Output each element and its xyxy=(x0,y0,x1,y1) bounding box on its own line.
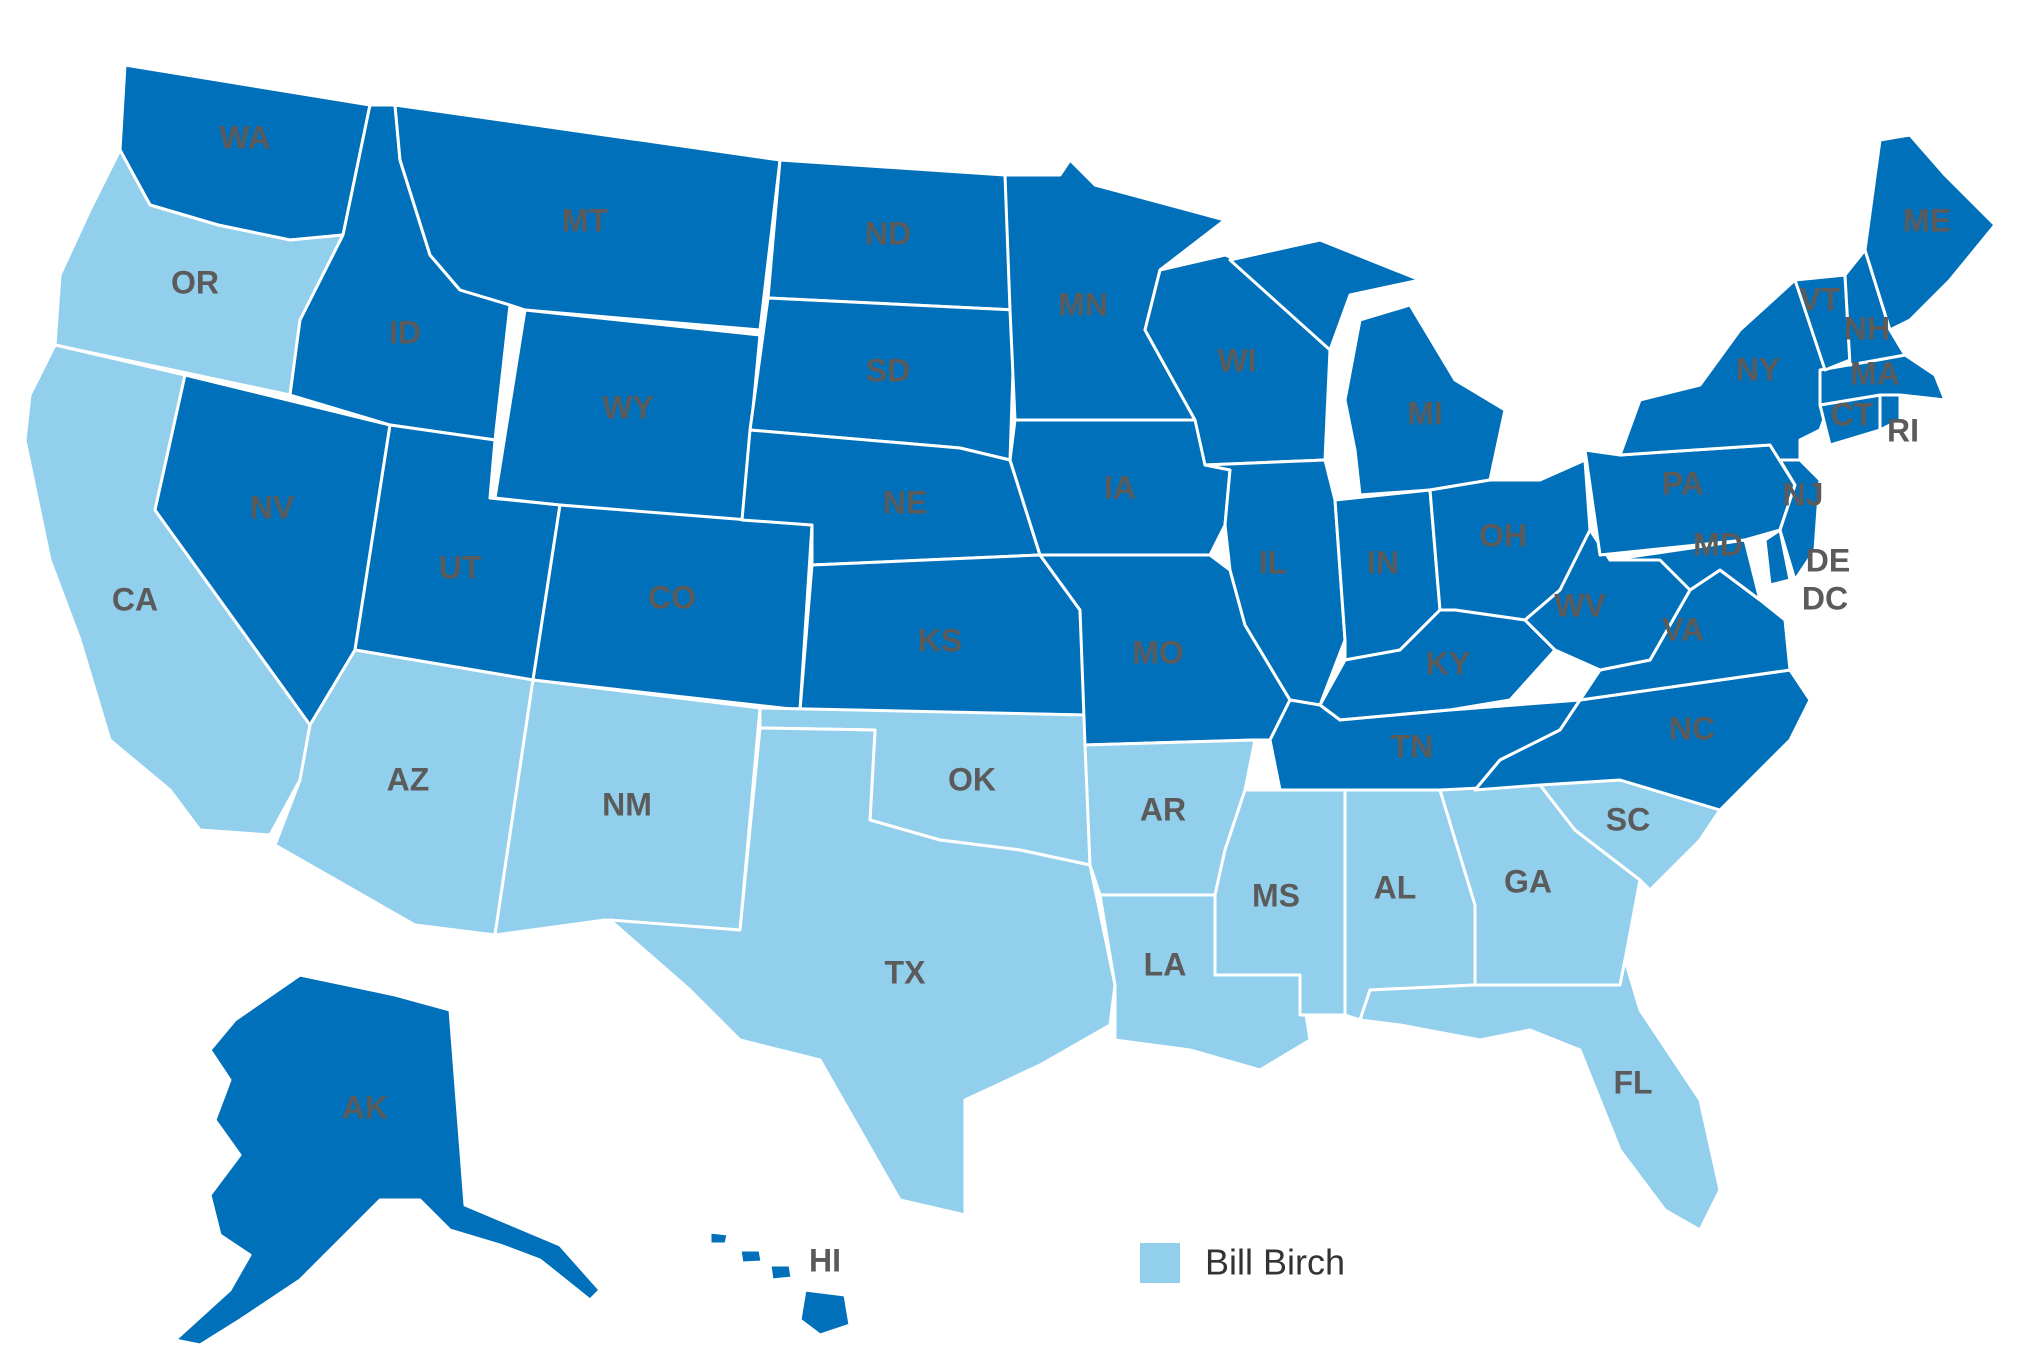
state-label-NY: NY xyxy=(1736,351,1780,387)
state-label-OR: OR xyxy=(171,264,219,300)
state-label-NJ: NJ xyxy=(1783,476,1824,512)
state-FL[interactable] xyxy=(1358,958,1722,1232)
state-MT[interactable] xyxy=(393,103,782,332)
state-label-KY: KY xyxy=(1426,645,1470,681)
state-MD[interactable] xyxy=(1608,538,1762,602)
state-label-DC: DC xyxy=(1802,580,1848,616)
state-TX[interactable] xyxy=(608,726,1117,1217)
state-HI[interactable] xyxy=(708,1230,852,1337)
state-NH[interactable] xyxy=(1843,248,1907,367)
state-label-ID: ID xyxy=(389,314,421,350)
state-label-NM: NM xyxy=(602,786,652,822)
state-AK[interactable] xyxy=(173,973,602,1347)
state-label-HI: HI xyxy=(809,1242,841,1278)
state-label-KS: KS xyxy=(918,622,962,658)
state-label-CA: CA xyxy=(112,581,158,617)
state-label-IL: IL xyxy=(1259,544,1287,580)
state-label-CT: CT xyxy=(1831,396,1874,432)
state-label-NC: NC xyxy=(1669,710,1715,746)
state-label-VA: VA xyxy=(1662,611,1704,647)
state-label-WA: WA xyxy=(219,119,271,155)
state-label-SD: SD xyxy=(866,352,910,388)
state-label-PA: PA xyxy=(1662,465,1704,501)
state-label-AZ: AZ xyxy=(387,761,430,797)
state-label-AK: AK xyxy=(342,1089,388,1125)
state-label-MI: MI xyxy=(1407,395,1443,431)
state-NC[interactable] xyxy=(1473,668,1812,812)
state-label-MN: MN xyxy=(1058,286,1108,322)
state-label-IN: IN xyxy=(1367,544,1399,580)
state-label-FL: FL xyxy=(1613,1064,1652,1100)
state-label-OK: OK xyxy=(948,761,996,797)
state-label-WY: WY xyxy=(602,389,654,425)
state-label-DE: DE xyxy=(1806,542,1850,578)
state-label-MS: MS xyxy=(1252,877,1300,913)
state-label-ME: ME xyxy=(1903,202,1951,238)
state-label-WI: WI xyxy=(1217,342,1256,378)
state-label-NV: NV xyxy=(250,489,295,525)
state-label-MD: MD xyxy=(1693,526,1743,562)
state-label-AL: AL xyxy=(1374,869,1417,905)
state-label-IA: IA xyxy=(1104,469,1136,505)
state-MA[interactable] xyxy=(1818,353,1947,407)
legend: Bill Birch xyxy=(1140,1242,1345,1283)
state-label-ND: ND xyxy=(865,215,911,251)
state-label-CO: CO xyxy=(648,579,696,615)
state-label-MA: MA xyxy=(1850,355,1900,391)
state-label-OH: OH xyxy=(1479,517,1527,553)
state-NJ[interactable] xyxy=(1778,458,1822,582)
legend-label: Bill Birch xyxy=(1205,1242,1345,1283)
state-label-WV: WV xyxy=(1554,587,1606,623)
legend-swatch xyxy=(1140,1243,1180,1283)
state-DE[interactable] xyxy=(1763,528,1792,587)
state-label-VT: VT xyxy=(1800,281,1841,317)
state-label-GA: GA xyxy=(1504,863,1552,899)
state-label-MO: MO xyxy=(1132,634,1184,670)
state-label-TX: TX xyxy=(885,954,927,990)
state-label-NE: NE xyxy=(883,484,927,520)
state-label-UT: UT xyxy=(439,549,482,585)
state-label-MT: MT xyxy=(562,202,609,238)
state-label-NH: NH xyxy=(1844,310,1890,346)
state-label-LA: LA xyxy=(1144,946,1187,982)
state-label-TN: TN xyxy=(1391,728,1434,764)
state-label-RI: RI xyxy=(1887,412,1919,448)
state-label-SC: SC xyxy=(1606,801,1650,837)
state-label-AR: AR xyxy=(1140,791,1186,827)
state-ME[interactable] xyxy=(1863,133,1997,332)
